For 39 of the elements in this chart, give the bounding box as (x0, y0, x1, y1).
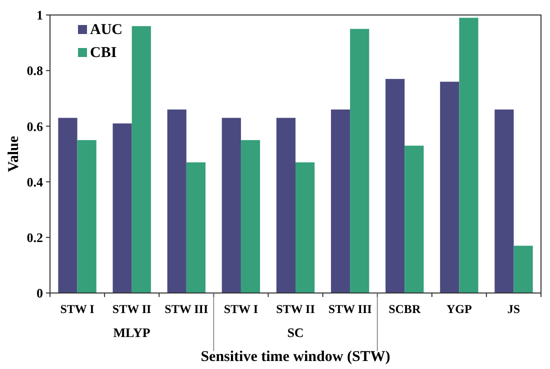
x-tick-label: STW II (276, 302, 316, 316)
y-tick-label: 1 (36, 8, 43, 23)
bar (276, 118, 296, 293)
bar (494, 110, 514, 293)
bar (350, 28, 370, 293)
bar (296, 162, 315, 293)
x-axis-title: Sensitive time window (STW) (200, 349, 390, 365)
x-tick-label: SCBR (388, 302, 421, 316)
bar (440, 82, 460, 293)
x-tick-label: STW II (112, 302, 152, 316)
y-tick-label: 0.8 (26, 63, 44, 78)
text: SC (287, 325, 304, 340)
bar (330, 110, 350, 293)
x-tick-label: STW I (224, 302, 258, 316)
x-tick-label: STW III (328, 302, 372, 316)
y-tick-label: 0.2 (26, 230, 43, 245)
bar (386, 78, 405, 293)
legend-label: AUC (90, 22, 122, 38)
x-tick-label: STW I (60, 302, 95, 316)
y-tick-label: 0.6 (26, 118, 44, 134)
bar (58, 118, 78, 293)
y-axis-title: Value (6, 136, 22, 172)
text: MLYP (113, 325, 150, 340)
bar (77, 140, 96, 293)
bar (514, 246, 533, 293)
bar (186, 162, 206, 293)
bar (132, 26, 151, 293)
y-tick-label: 0.4 (26, 174, 44, 190)
y-tick-label: 0 (36, 286, 43, 301)
bar (167, 110, 186, 293)
bar (404, 146, 424, 293)
bar (112, 123, 132, 293)
bar (222, 118, 241, 293)
legend-label: CBI (90, 45, 117, 61)
x-tick-label: YGP (446, 302, 472, 316)
x-tick-label: JS (507, 302, 520, 316)
x-tick-label: STW III (164, 302, 208, 316)
bar (240, 140, 260, 293)
bar (459, 18, 478, 293)
